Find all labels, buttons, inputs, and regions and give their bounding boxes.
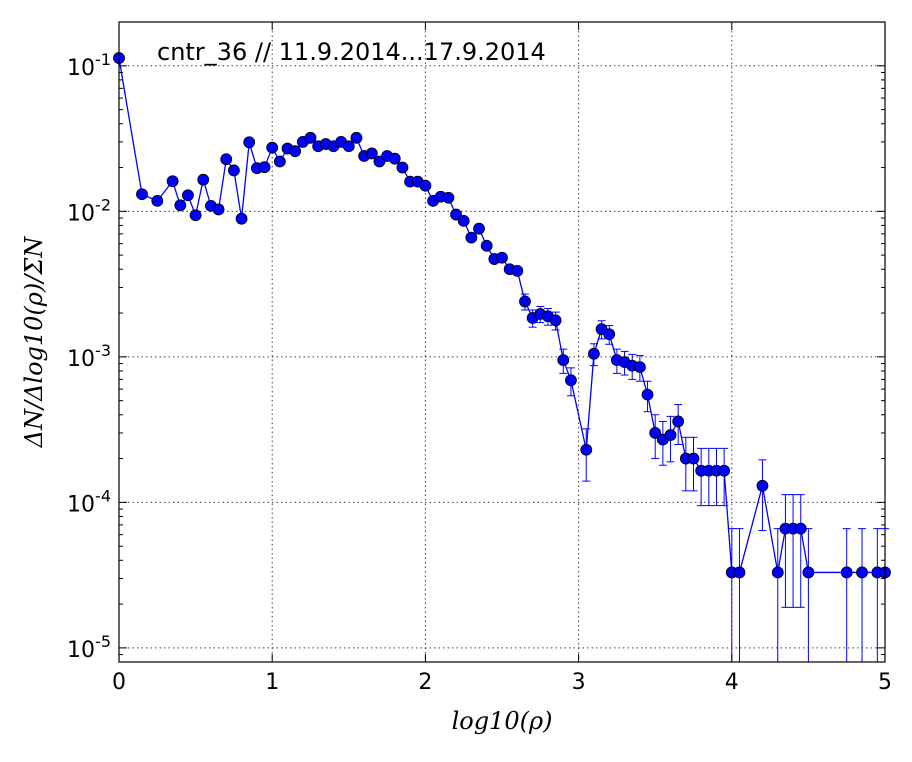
data-point xyxy=(151,194,164,207)
y-tick-label: 10-5 xyxy=(67,632,111,663)
data-point xyxy=(182,189,194,202)
x-tick-label: 5 xyxy=(878,670,892,695)
data-point xyxy=(227,164,240,177)
data-point xyxy=(718,464,731,477)
data-point xyxy=(672,415,685,428)
data-point xyxy=(687,452,700,465)
x-tick-label: 0 xyxy=(112,670,126,695)
x-tick-label: 1 xyxy=(265,670,279,695)
data-point xyxy=(511,264,524,277)
data-point xyxy=(419,179,432,192)
data-point xyxy=(856,566,868,579)
y-tick-label: 10-4 xyxy=(67,486,111,517)
data-point xyxy=(588,347,600,360)
data-point xyxy=(235,212,248,225)
data-point xyxy=(365,147,378,160)
data-point xyxy=(304,131,317,144)
data-point xyxy=(258,161,271,174)
x-tick-labels: 0 1 2 3 4 5 xyxy=(112,670,892,695)
data-point xyxy=(756,479,769,492)
data-point xyxy=(557,354,570,366)
data-points xyxy=(113,52,891,579)
grid xyxy=(119,22,885,662)
data-point xyxy=(174,199,187,212)
data-point xyxy=(289,145,302,158)
data-point xyxy=(733,566,746,579)
data-point xyxy=(197,173,210,186)
data-point xyxy=(220,153,233,166)
data-point xyxy=(496,251,508,264)
data-point xyxy=(350,131,363,144)
data-point xyxy=(649,427,662,439)
plot-frame xyxy=(118,21,886,663)
y-tick-label: 10-3 xyxy=(67,341,111,372)
data-point xyxy=(794,522,807,535)
data-point xyxy=(266,141,279,154)
data-point xyxy=(457,214,470,227)
data-point xyxy=(342,140,355,153)
data-point xyxy=(396,161,409,174)
data-point xyxy=(473,222,485,235)
data-point xyxy=(273,155,286,168)
data-point xyxy=(664,429,677,441)
data-point xyxy=(442,191,455,204)
data-point xyxy=(243,136,256,149)
x-axis-label: log10(ρ) xyxy=(452,707,553,735)
data-point xyxy=(465,231,478,244)
y-axis-label: ΔN/Δlog10(ρ)/ΣN xyxy=(20,236,48,449)
data-point xyxy=(189,209,202,222)
x-tick-label: 2 xyxy=(418,670,432,695)
data-point xyxy=(480,239,493,252)
data-point xyxy=(802,566,815,579)
x-tick-label: 4 xyxy=(725,670,739,695)
data-point xyxy=(450,208,462,221)
y-tick-label: 10-1 xyxy=(67,50,111,81)
data-point xyxy=(136,188,148,201)
x-tick-label: 3 xyxy=(572,670,586,695)
data-point xyxy=(549,314,562,327)
data-point xyxy=(840,566,853,579)
data-point xyxy=(641,388,654,401)
axis-ticks xyxy=(118,21,886,663)
data-point xyxy=(212,203,225,216)
data-point xyxy=(603,328,616,341)
data-point xyxy=(633,361,646,374)
data-point xyxy=(519,295,531,308)
data-point xyxy=(166,175,179,188)
chart-title: cntr_36 // 11.9.2014...17.9.2014 xyxy=(157,38,546,66)
data-point xyxy=(771,566,784,579)
data-point xyxy=(565,374,577,387)
y-tick-label: 10-2 xyxy=(67,195,111,226)
y-tick-labels: 10-5 10-4 10-3 10-2 10-1 xyxy=(67,50,111,663)
data-point xyxy=(388,152,401,165)
data-point xyxy=(580,443,593,456)
